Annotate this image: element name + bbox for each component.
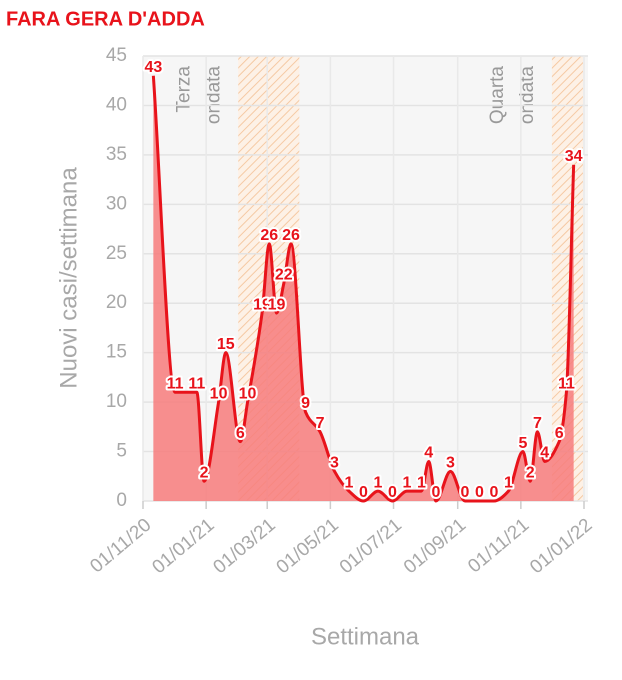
value-label: 15 bbox=[217, 336, 235, 353]
value-label: 11 bbox=[167, 375, 184, 392]
value-label: 0 bbox=[460, 484, 469, 501]
value-label: 7 bbox=[316, 415, 325, 432]
value-label: 11 bbox=[188, 375, 205, 392]
value-label: 1 bbox=[403, 474, 412, 491]
area bbox=[153, 75, 574, 502]
value-label: 5 bbox=[518, 435, 527, 452]
value-label: 1 bbox=[345, 474, 354, 491]
x-tick-label: 01/11/21 bbox=[464, 515, 533, 578]
band-label: ondata bbox=[203, 66, 224, 125]
y-tick-label: 45 bbox=[106, 45, 127, 66]
value-label: 9 bbox=[301, 395, 310, 412]
chart-title: FARA GERA D'ADDA bbox=[6, 8, 205, 30]
x-tick-label: 01/09/21 bbox=[400, 515, 470, 579]
value-label: 0 bbox=[432, 484, 441, 501]
y-tick-label: 0 bbox=[116, 490, 127, 511]
x-axis-label: Settimana bbox=[311, 623, 420, 650]
value-label: 2 bbox=[526, 464, 535, 481]
value-label: 10 bbox=[210, 385, 228, 402]
y-tick-label: 5 bbox=[116, 441, 127, 462]
y-tick-label: 15 bbox=[106, 342, 127, 363]
value-label: 1 bbox=[417, 474, 426, 491]
value-label: 7 bbox=[533, 415, 542, 432]
value-label: 6 bbox=[555, 425, 564, 442]
x-tick-label: 01/03/21 bbox=[210, 515, 280, 579]
y-tick-label: 35 bbox=[106, 144, 127, 165]
band-label: Terza bbox=[173, 66, 194, 113]
value-label: 19 bbox=[268, 296, 286, 313]
value-label: 3 bbox=[446, 455, 455, 472]
value-label: 6 bbox=[236, 425, 245, 442]
value-label: 4 bbox=[424, 445, 433, 462]
line bbox=[151, 75, 576, 503]
value-label: 26 bbox=[282, 227, 300, 244]
x-tick-label: 01/01/21 bbox=[148, 515, 218, 579]
value-label: 1 bbox=[504, 474, 513, 491]
y-tick-label: 10 bbox=[106, 391, 127, 412]
value-label: 4 bbox=[540, 445, 549, 462]
value-label: 1 bbox=[374, 474, 383, 491]
band-label: ondata bbox=[517, 66, 538, 125]
y-tick-label: 40 bbox=[106, 94, 127, 115]
y-tick-label: 30 bbox=[106, 193, 127, 214]
value-label: 11 bbox=[558, 375, 575, 392]
value-label: 0 bbox=[388, 484, 397, 501]
value-label: 26 bbox=[260, 227, 278, 244]
band-label: Quarta bbox=[487, 66, 508, 125]
value-label: 43 bbox=[144, 59, 162, 76]
x-tick-label: 01/11/20 bbox=[86, 515, 155, 578]
value-label: 3 bbox=[330, 455, 339, 472]
value-label: 22 bbox=[275, 267, 293, 284]
x-tick-label: 01/01/22 bbox=[526, 515, 596, 579]
value-label: 0 bbox=[475, 484, 484, 501]
value-label: 0 bbox=[489, 484, 498, 501]
value-label: 0 bbox=[359, 484, 368, 501]
value-label: 19 bbox=[253, 296, 271, 313]
value-label: 2 bbox=[200, 464, 209, 481]
y-tick-label: 20 bbox=[106, 292, 127, 313]
value-label: 10 bbox=[239, 385, 257, 402]
value-label: 34 bbox=[565, 148, 583, 165]
y-axis-label: Nuovi casi/settimana bbox=[55, 167, 82, 389]
x-tick-label: 01/05/21 bbox=[273, 515, 343, 579]
y-tick-label: 25 bbox=[106, 243, 127, 264]
x-tick-label: 01/07/21 bbox=[336, 515, 406, 579]
